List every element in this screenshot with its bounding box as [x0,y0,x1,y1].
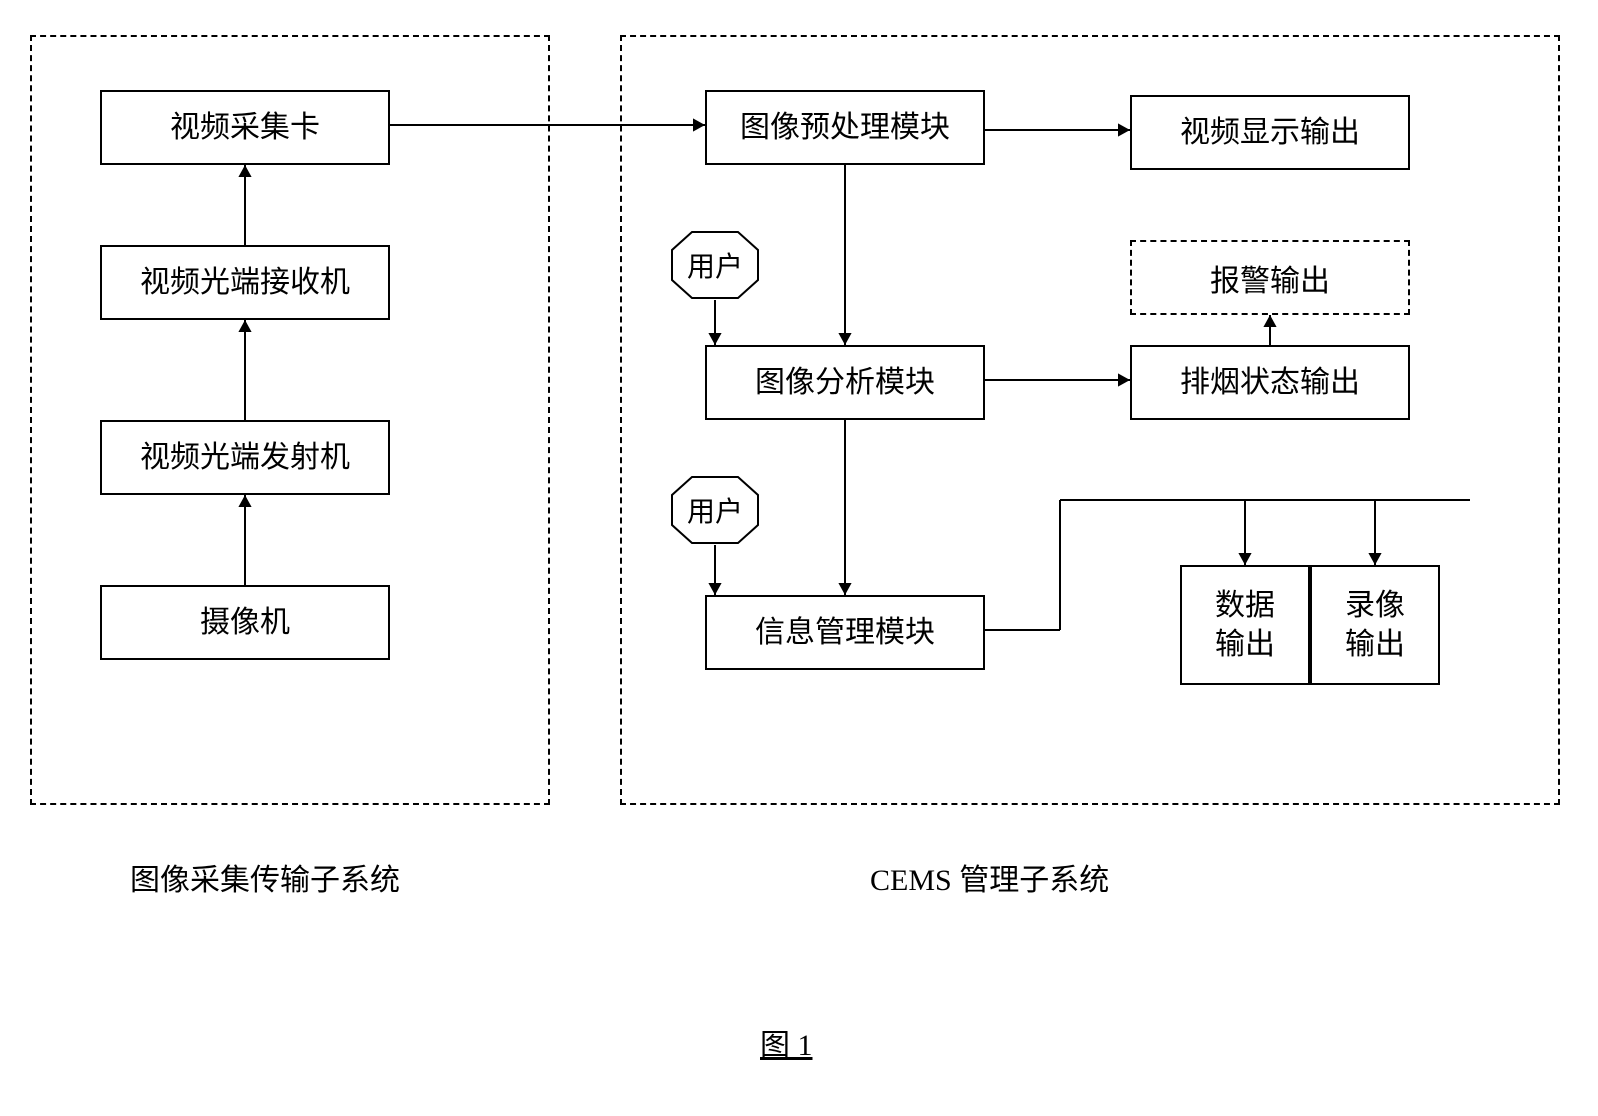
capture-card-label: 视频采集卡 [170,108,320,147]
user-octagon-2: 用户 [670,475,760,545]
analysis-box: 图像分析模块 [705,345,985,420]
record-out-box: 录像 输出 [1310,565,1440,685]
left-subsystem-title: 图像采集传输子系统 [130,855,400,899]
receiver-label: 视频光端接收机 [140,263,350,302]
video-out-label: 视频显示输出 [1180,113,1360,152]
transmitter-label: 视频光端发射机 [140,438,350,477]
figure-caption: 图 1 [760,1020,813,1064]
smoke-out-label: 排烟状态输出 [1180,363,1360,402]
diagram-container: 视频采集卡 视频光端接收机 视频光端发射机 摄像机 图像预处理模块 视频显示输出… [0,0,1598,1116]
camera-box: 摄像机 [100,585,390,660]
camera-label: 摄像机 [200,603,290,642]
data-out-box: 数据 输出 [1180,565,1310,685]
alarm-out-box: 报警输出 [1130,240,1410,315]
video-out-box: 视频显示输出 [1130,95,1410,170]
receiver-box: 视频光端接收机 [100,245,390,320]
right-subsystem-title: CEMS 管理子系统 [870,855,1109,899]
alarm-out-label: 报警输出 [1210,256,1330,300]
user1-label: 用户 [687,245,743,285]
preprocess-label: 图像预处理模块 [740,108,950,147]
user2-label: 用户 [687,490,743,530]
analysis-label: 图像分析模块 [755,363,935,402]
info-mgmt-box: 信息管理模块 [705,595,985,670]
user-octagon-1: 用户 [670,230,760,300]
capture-card-box: 视频采集卡 [100,90,390,165]
smoke-out-box: 排烟状态输出 [1130,345,1410,420]
info-mgmt-label: 信息管理模块 [755,613,935,652]
preprocess-box: 图像预处理模块 [705,90,985,165]
data-out-label: 数据 输出 [1215,586,1275,664]
record-out-label: 录像 输出 [1345,586,1405,664]
transmitter-box: 视频光端发射机 [100,420,390,495]
